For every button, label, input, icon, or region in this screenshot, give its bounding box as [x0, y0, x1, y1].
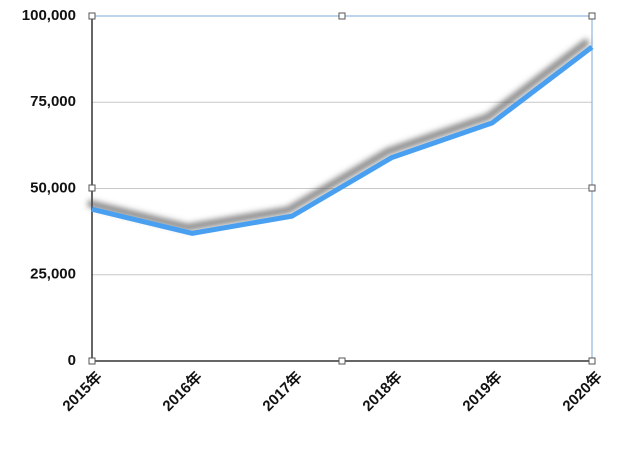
- y-tick-label: 25,000: [30, 266, 76, 283]
- x-tick-label: 2016年: [159, 368, 206, 415]
- x-tick-label: 2017年: [259, 368, 306, 415]
- x-tick-label: 2015年: [59, 368, 106, 415]
- y-tick-label: 75,000: [30, 93, 76, 110]
- line-shadow: [87, 38, 591, 231]
- series-line: [91, 45, 594, 236]
- selection-handles: [88, 12, 596, 365]
- x-tick-label: 2018年: [359, 368, 406, 415]
- x-tick-label: 2020年: [559, 368, 606, 415]
- y-tick-label: 0: [68, 352, 76, 369]
- y-tick-label: 100,000: [22, 7, 76, 24]
- x-tick-label: 2019年: [459, 368, 506, 415]
- y-tick-label: 50,000: [30, 179, 76, 196]
